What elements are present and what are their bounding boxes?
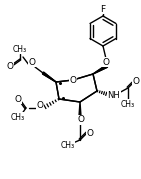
Polygon shape: [42, 72, 56, 82]
Text: CH₃: CH₃: [121, 100, 135, 108]
Text: O: O: [133, 76, 139, 86]
Text: CH₃: CH₃: [11, 112, 25, 122]
Polygon shape: [42, 72, 56, 82]
Text: F: F: [100, 4, 106, 13]
Polygon shape: [79, 102, 81, 116]
Text: O: O: [103, 57, 110, 67]
Text: O: O: [70, 76, 77, 84]
Polygon shape: [93, 65, 108, 74]
Polygon shape: [93, 65, 108, 74]
Text: O: O: [70, 76, 77, 84]
Text: O: O: [6, 62, 14, 71]
Text: O: O: [28, 57, 36, 67]
Text: CH₃: CH₃: [13, 45, 27, 54]
Text: O: O: [15, 95, 21, 103]
Text: O: O: [78, 115, 84, 125]
Text: CH₃: CH₃: [61, 142, 75, 151]
Text: NH: NH: [108, 91, 120, 100]
Text: O: O: [86, 129, 93, 137]
Text: O: O: [37, 100, 44, 110]
